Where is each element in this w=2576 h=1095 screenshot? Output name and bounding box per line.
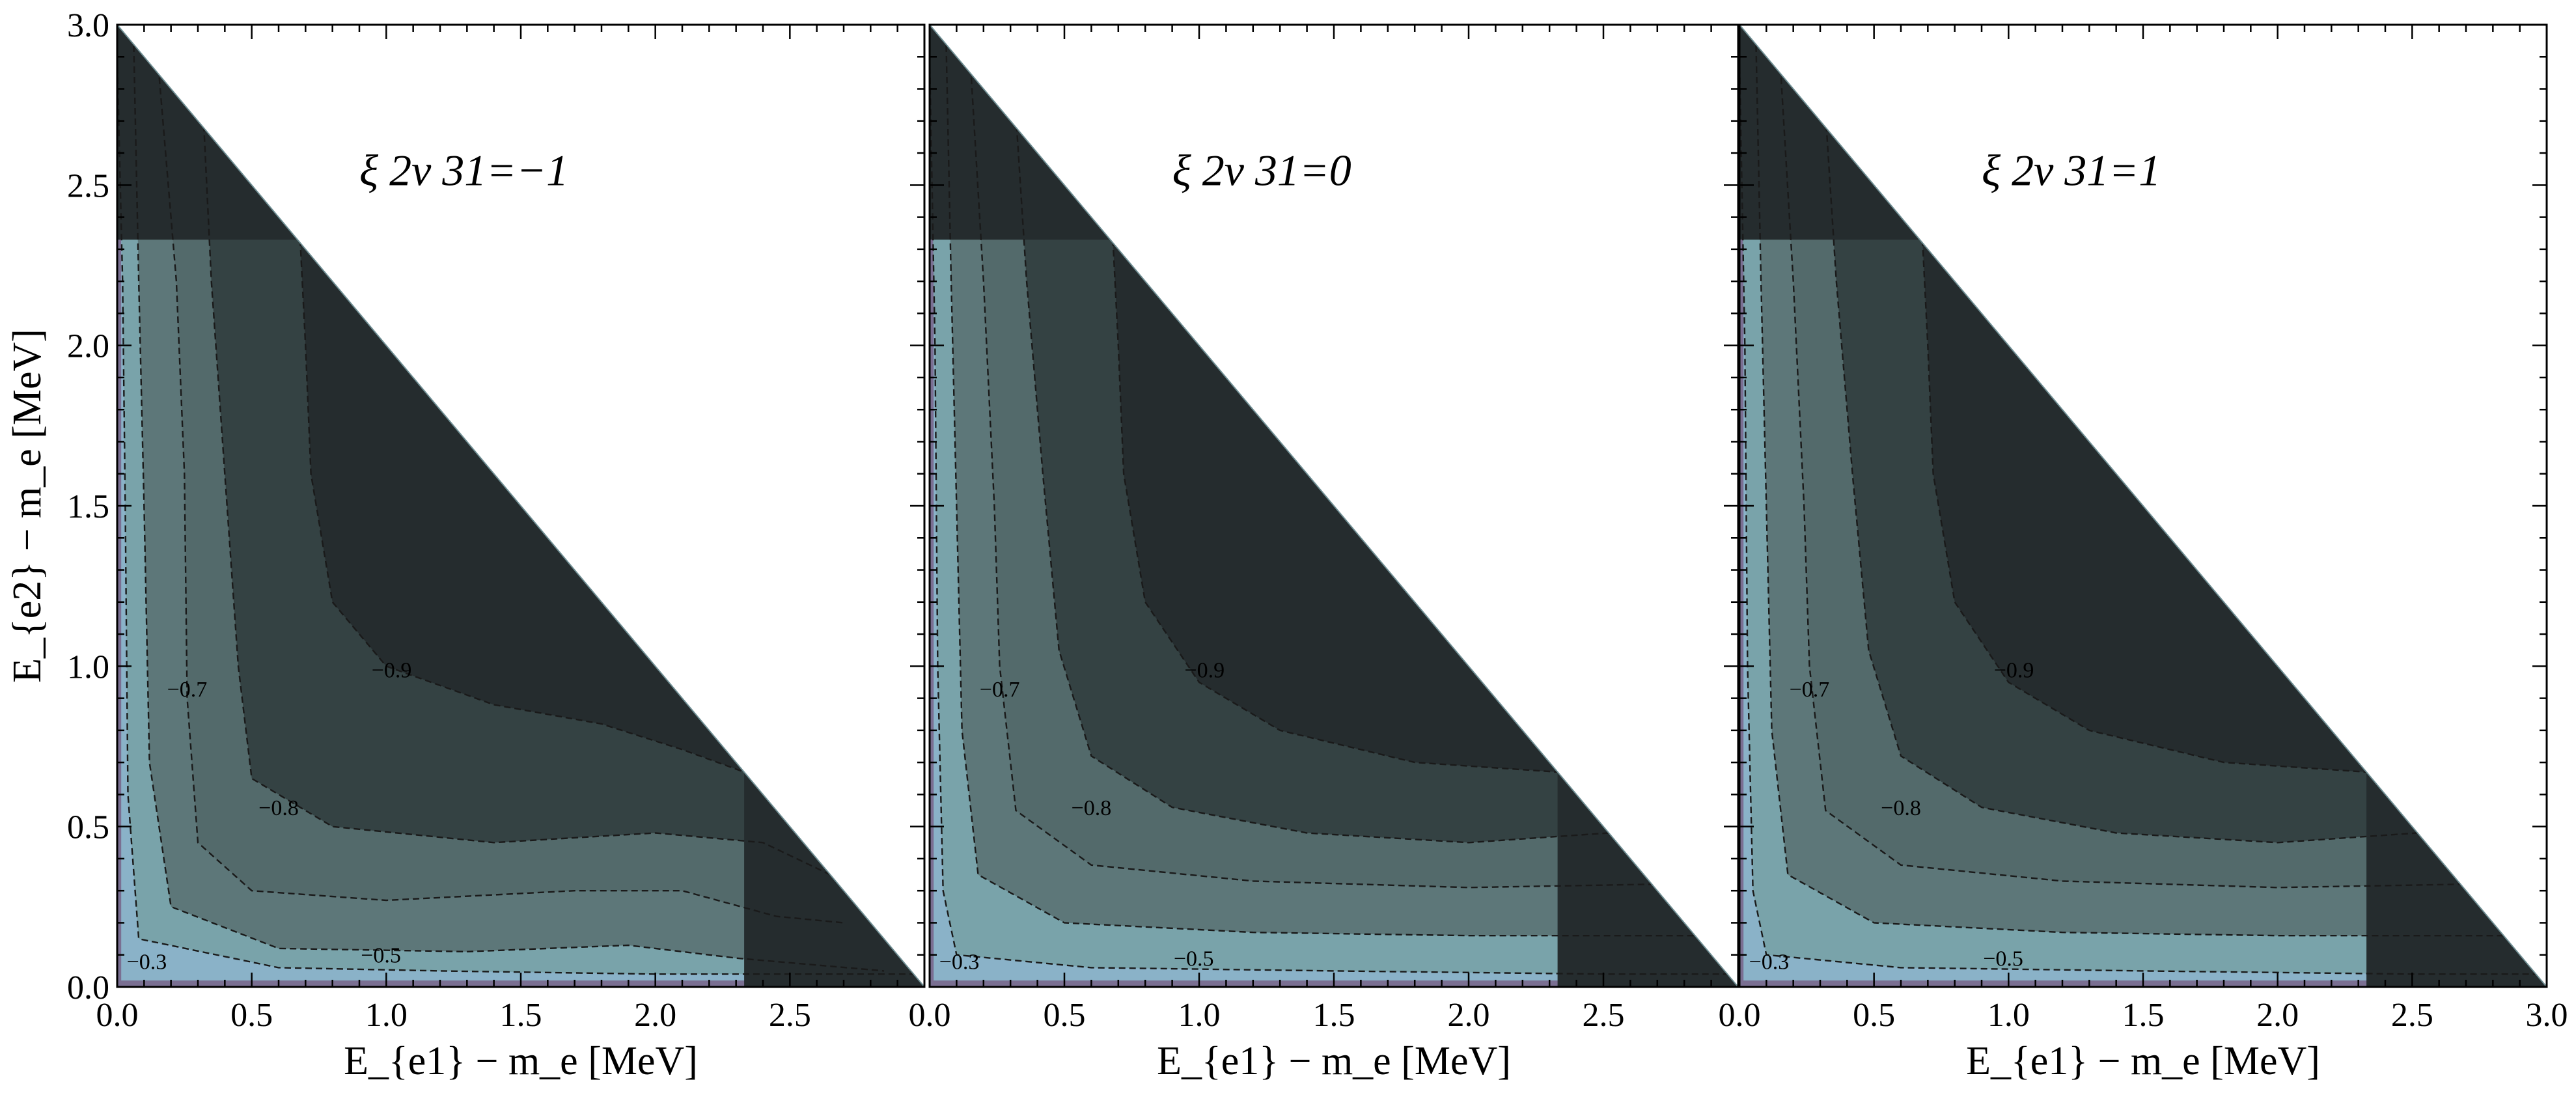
- x-tick-label: 1.0: [365, 997, 408, 1034]
- contour-line: [1754, 25, 2504, 937]
- kinematic-boundary: [1739, 24, 2547, 988]
- x-tick-label: 1.5: [500, 997, 542, 1034]
- contour-line: [1015, 114, 1609, 844]
- contour-line: [132, 25, 885, 972]
- x-tick-label: 0.0: [1719, 997, 1761, 1034]
- x-tick-label: 2.5: [2391, 997, 2433, 1034]
- contour-line: [299, 240, 745, 773]
- panel-3: −0.3 −0.5 −0.7 −0.8 −0.9 ξ 2ν 31=1 0.0 0.5 1.0 1.…: [1719, 23, 2568, 1083]
- y-axis-label: E_{e2} − m_e [MeV]: [5, 329, 49, 683]
- contour-line: [156, 57, 844, 924]
- contour-label: −0.3: [1749, 950, 1790, 975]
- contour-label: −0.7: [167, 678, 208, 702]
- contour-line: [945, 25, 1695, 937]
- y-tick-label: 1.0: [67, 648, 109, 686]
- x-tick-label: 1.0: [1987, 997, 2030, 1034]
- contour-line: [1739, 57, 2536, 975]
- contour-label: −0.7: [980, 678, 1020, 702]
- contour-label: −0.3: [939, 950, 980, 975]
- x-tick-label: 3.0: [2526, 997, 2568, 1034]
- kinematic-boundary: [929, 24, 1739, 988]
- panel-1: −0.3 −0.5 −0.7 −0.8 −0.9 ξ 2ν 31=−1 0.0 0.5 1.0 1…: [67, 7, 926, 1083]
- x-tick-label: 1.5: [2122, 997, 2165, 1034]
- contour-label: −0.5: [361, 944, 401, 968]
- x-tick-label: 2.5: [1583, 997, 1625, 1034]
- panel-annotation: ξ 2ν 31=0: [1172, 145, 1351, 195]
- y-tick-label: 1.5: [67, 488, 109, 525]
- contour-label: −0.8: [1881, 796, 1921, 820]
- x-tick-label: 2.0: [1448, 997, 1490, 1034]
- contour-line: [1112, 240, 1558, 773]
- x-tick-label: 1.0: [1178, 997, 1221, 1034]
- contour-line: [1921, 240, 2367, 773]
- x-tick-label: 0.5: [1853, 997, 1895, 1034]
- x-axis-label: E_{e1} − m_e [MeV]: [344, 1039, 698, 1083]
- contour-label: −0.9: [1994, 658, 2034, 682]
- x-tick-label: 0.5: [230, 997, 273, 1034]
- contour-label: −0.9: [1184, 658, 1225, 682]
- contour-label: −0.9: [372, 658, 412, 682]
- panel-annotation: ξ 2ν 31=−1: [359, 145, 568, 195]
- y-tick-label: 0.0: [67, 969, 109, 1006]
- x-tick-label: 0.5: [1044, 997, 1086, 1034]
- panel-annotation: ξ 2ν 31=1: [1982, 145, 2161, 195]
- contour-label: −0.8: [258, 796, 299, 820]
- x-tick-label: 2.0: [634, 997, 676, 1034]
- x-tick-label: 0.0: [96, 997, 139, 1034]
- kinematic-boundary: [117, 24, 925, 988]
- x-tick-label: 0.0: [909, 997, 951, 1034]
- contour-label: −0.5: [1174, 947, 1214, 971]
- panel-2: −0.3 −0.5 −0.7 −0.8 −0.9 ξ 2ν 31=0 0.0 0.5 1.0 1.…: [909, 23, 1739, 1083]
- y-tick-label: 0.5: [67, 809, 109, 846]
- y-tick-label: 2.0: [67, 328, 109, 365]
- contour-line: [202, 114, 844, 882]
- x-axis-label: E_{e1} − m_e [MeV]: [1157, 1039, 1511, 1083]
- x-tick-label: 1.5: [1313, 997, 1355, 1034]
- contour-line: [1825, 114, 2418, 844]
- contour-label: −0.8: [1072, 796, 1112, 820]
- x-tick-label: 2.0: [2256, 997, 2299, 1034]
- contour-label: −0.7: [1790, 678, 1830, 702]
- contour-line: [969, 57, 1652, 889]
- x-tick-label: 2.5: [769, 997, 811, 1034]
- y-tick-label: 2.5: [67, 167, 109, 204]
- contour-label: −0.5: [1983, 947, 2023, 971]
- y-tick-label: 3.0: [67, 7, 109, 44]
- contour-line: [930, 57, 1728, 975]
- x-axis-label: E_{e1} − m_e [MeV]: [1966, 1039, 2320, 1083]
- contour-line: [1779, 57, 2461, 889]
- contour-label: −0.3: [127, 950, 167, 975]
